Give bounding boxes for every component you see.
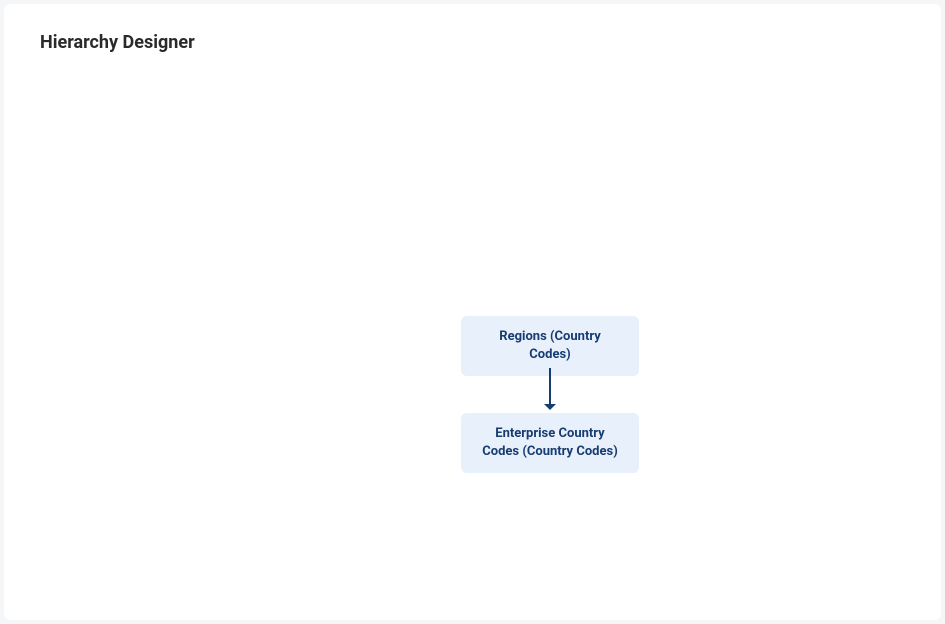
designer-panel: Hierarchy Designer Regions (Country Code… bbox=[4, 4, 941, 620]
arrow-down-icon bbox=[543, 403, 557, 411]
hierarchy-canvas[interactable]: Regions (Country Codes) Enterprise Count… bbox=[4, 4, 941, 620]
hierarchy-edge bbox=[549, 368, 551, 404]
hierarchy-node-enterprise-country-codes[interactable]: Enterprise Country Codes (Country Codes) bbox=[461, 413, 639, 473]
